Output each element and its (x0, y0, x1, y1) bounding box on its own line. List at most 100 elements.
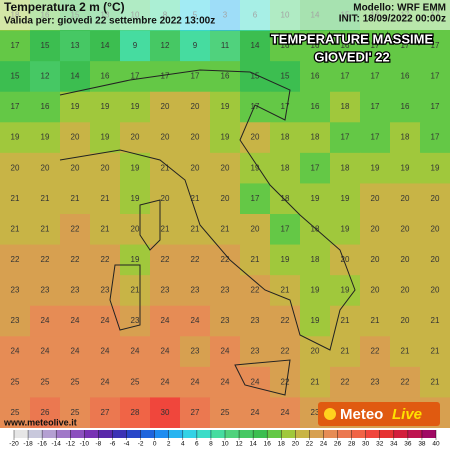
colorbar-label: -10 (80, 441, 90, 448)
temp-value: 9 (133, 41, 138, 50)
temp-value: 21 (11, 224, 20, 233)
temp-cell (150, 122, 181, 154)
temp-value: 21 (101, 194, 110, 203)
temp-value: 17 (191, 72, 200, 81)
temp-value: 12 (161, 41, 170, 50)
temp-value: 23 (221, 316, 230, 325)
temp-cell (180, 244, 211, 276)
temp-cell (360, 275, 391, 307)
valid-time: Valida per: giovedì 22 settembre 2022 13… (4, 16, 215, 27)
temp-cell (210, 152, 241, 184)
colorbar-segment (42, 430, 57, 438)
temp-cell (240, 183, 271, 215)
temp-value: 21 (431, 377, 440, 386)
temp-cell (120, 91, 151, 123)
colorbar-label: 40 (432, 441, 440, 448)
temp-value: 19 (251, 163, 260, 172)
temp-cell (30, 366, 61, 398)
temp-value: 21 (11, 194, 20, 203)
temp-value: 20 (401, 194, 410, 203)
temp-cell (420, 275, 450, 307)
colorbar-segment (168, 430, 183, 438)
temp-value: 21 (311, 377, 320, 386)
temp-cell (60, 214, 91, 246)
temp-value: 17 (371, 72, 380, 81)
temp-value: 24 (251, 377, 260, 386)
temp-cell (120, 30, 151, 62)
temp-cell (180, 397, 211, 429)
temp-cell (270, 214, 301, 246)
temp-value: 24 (161, 347, 170, 356)
temp-cell (330, 336, 361, 368)
temp-cell (300, 122, 331, 154)
temp-cell (60, 122, 91, 154)
temp-cell (30, 152, 61, 184)
colorbar-segment (337, 430, 352, 438)
temp-cell (210, 214, 241, 246)
temp-cell (180, 336, 211, 368)
colorbar-segment (196, 430, 211, 438)
colorbar-label: -8 (96, 441, 102, 448)
temp-value: 20 (161, 133, 170, 142)
temp-value: 24 (101, 316, 110, 325)
temp-value: 19 (311, 194, 320, 203)
temp-value: 16 (401, 102, 410, 111)
temp-cell (420, 305, 450, 337)
temp-value: 15 (11, 72, 20, 81)
temp-cell (210, 183, 241, 215)
temp-cell (0, 30, 31, 62)
temp-value: 20 (431, 224, 440, 233)
temp-cell (180, 30, 211, 62)
temp-cell (360, 122, 391, 154)
temp-value: 19 (101, 102, 110, 111)
colorbar-segment (70, 430, 85, 438)
temp-value: 18 (401, 133, 410, 142)
temp-cell (120, 275, 151, 307)
temp-cell (210, 366, 241, 398)
temp-cell (300, 30, 331, 62)
temp-cell (90, 183, 121, 215)
temp-cell (150, 214, 181, 246)
temp-cell (150, 366, 181, 398)
temp-cell (0, 152, 31, 184)
temp-cell (240, 30, 271, 62)
colorbar-segment (28, 430, 43, 438)
temp-value: 22 (71, 224, 80, 233)
temp-cell (240, 366, 271, 398)
temp-cell (0, 244, 31, 276)
temp-cell (300, 152, 331, 184)
temp-cell (210, 305, 241, 337)
temp-value: 24 (161, 377, 170, 386)
temp-value: 21 (371, 316, 380, 325)
temp-value: 22 (371, 347, 380, 356)
colorbar-label: 4 (181, 441, 185, 448)
temp-cell (330, 275, 361, 307)
temp-value: 21 (341, 316, 350, 325)
temp-cell (30, 397, 61, 429)
temp-cell (300, 275, 331, 307)
colorbar-label: -6 (110, 441, 116, 448)
logo-text: Live (392, 406, 422, 423)
temp-value: 24 (71, 316, 80, 325)
temp-value: 24 (101, 377, 110, 386)
colorbar-label: -4 (124, 441, 130, 448)
temp-value: 24 (161, 316, 170, 325)
temp-cell (360, 61, 391, 93)
overlay-day: GIOVEDI' 22 (314, 49, 389, 64)
temp-cell (390, 183, 421, 215)
temp-value: 11 (221, 41, 230, 50)
temp-value: 23 (191, 286, 200, 295)
temp-cell (30, 122, 61, 154)
colorbar-label: 12 (235, 441, 243, 448)
temp-value: 22 (281, 377, 290, 386)
temp-value: 22 (281, 316, 290, 325)
temp-value: 21 (221, 224, 230, 233)
colorbar-segment (281, 430, 296, 438)
temp-value: 22 (221, 255, 230, 264)
temp-cell (390, 30, 421, 62)
temp-value: 21 (431, 347, 440, 356)
temp-cell (150, 91, 181, 123)
temp-value: 25 (11, 408, 20, 417)
map-title: Temperatura 2 m (°C) (4, 0, 125, 14)
